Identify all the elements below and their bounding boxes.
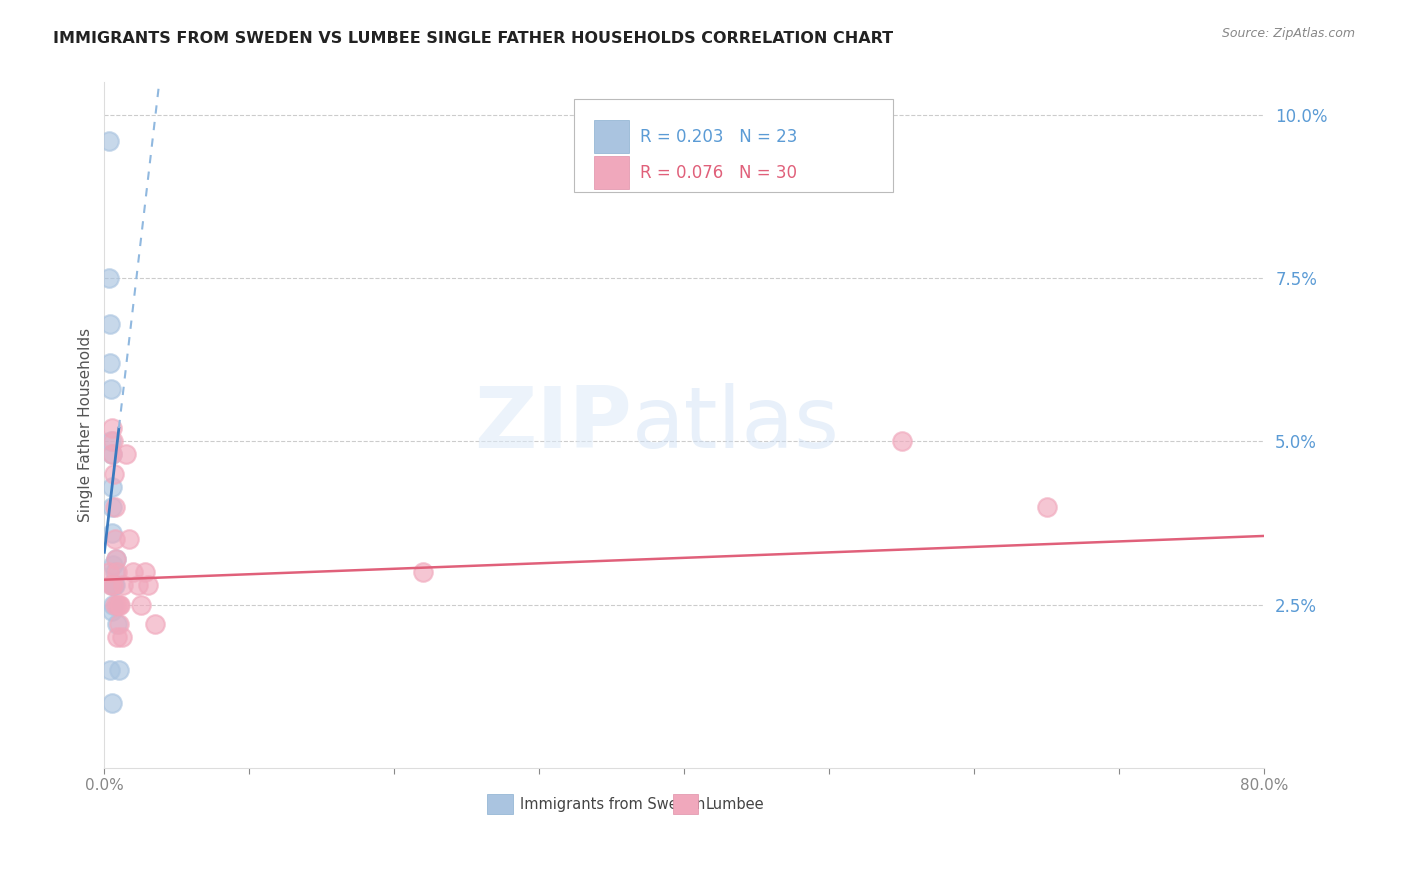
- Point: [98, 565, 121, 579]
- Text: Lumbee: Lumbee: [706, 797, 763, 812]
- Point: [127, 578, 149, 592]
- Point: [129, 598, 152, 612]
- Point: [100, 480, 122, 494]
- Point: [110, 598, 132, 612]
- Text: R = 0.076   N = 30: R = 0.076 N = 30: [640, 164, 797, 182]
- Point: [98, 317, 121, 331]
- Text: Source: ZipAtlas.com: Source: ZipAtlas.com: [1222, 27, 1355, 40]
- Point: [104, 551, 127, 566]
- Point: [412, 565, 434, 579]
- Point: [108, 617, 131, 632]
- Text: IMMIGRANTS FROM SWEDEN VS LUMBEE SINGLE FATHER HOUSEHOLDS CORRELATION CHART: IMMIGRANTS FROM SWEDEN VS LUMBEE SINGLE …: [53, 31, 894, 46]
- Point: [100, 696, 122, 710]
- Point: [107, 617, 129, 632]
- Point: [115, 447, 138, 461]
- Point: [1035, 500, 1057, 514]
- Y-axis label: Single Father Households: Single Father Households: [79, 328, 93, 522]
- Point: [108, 598, 131, 612]
- Text: Immigrants from Sweden: Immigrants from Sweden: [520, 797, 704, 812]
- Point: [136, 578, 159, 592]
- Point: [890, 434, 912, 449]
- Point: [97, 134, 120, 148]
- Point: [134, 565, 156, 579]
- Point: [101, 434, 124, 449]
- Point: [143, 617, 166, 632]
- Point: [98, 356, 121, 370]
- Point: [104, 532, 127, 546]
- Point: [98, 271, 121, 285]
- Point: [101, 598, 124, 612]
- Point: [104, 578, 127, 592]
- Bar: [486, 794, 513, 814]
- Point: [112, 578, 135, 592]
- Point: [122, 565, 145, 579]
- Point: [101, 578, 124, 592]
- FancyBboxPatch shape: [574, 99, 893, 192]
- Point: [101, 578, 124, 592]
- Point: [100, 578, 122, 592]
- Point: [100, 382, 122, 396]
- Bar: [593, 156, 628, 189]
- Point: [100, 434, 122, 449]
- Bar: [593, 120, 628, 153]
- Point: [101, 558, 124, 573]
- Point: [103, 578, 125, 592]
- Point: [103, 565, 125, 579]
- Point: [103, 598, 125, 612]
- Text: ZIP: ZIP: [474, 384, 633, 467]
- Text: R = 0.203   N = 23: R = 0.203 N = 23: [640, 128, 797, 145]
- Point: [100, 447, 122, 461]
- Point: [105, 630, 128, 644]
- Point: [101, 578, 124, 592]
- Point: [100, 500, 122, 514]
- Point: [103, 500, 125, 514]
- Point: [101, 447, 124, 461]
- Point: [104, 551, 127, 566]
- Point: [111, 630, 134, 644]
- Bar: [672, 794, 699, 814]
- Point: [98, 663, 121, 677]
- Point: [100, 525, 122, 540]
- Point: [118, 532, 141, 546]
- Point: [107, 598, 129, 612]
- Text: atlas: atlas: [633, 384, 839, 467]
- Point: [105, 565, 128, 579]
- Point: [108, 663, 131, 677]
- Point: [103, 467, 125, 481]
- Point: [100, 421, 122, 435]
- Point: [101, 604, 124, 618]
